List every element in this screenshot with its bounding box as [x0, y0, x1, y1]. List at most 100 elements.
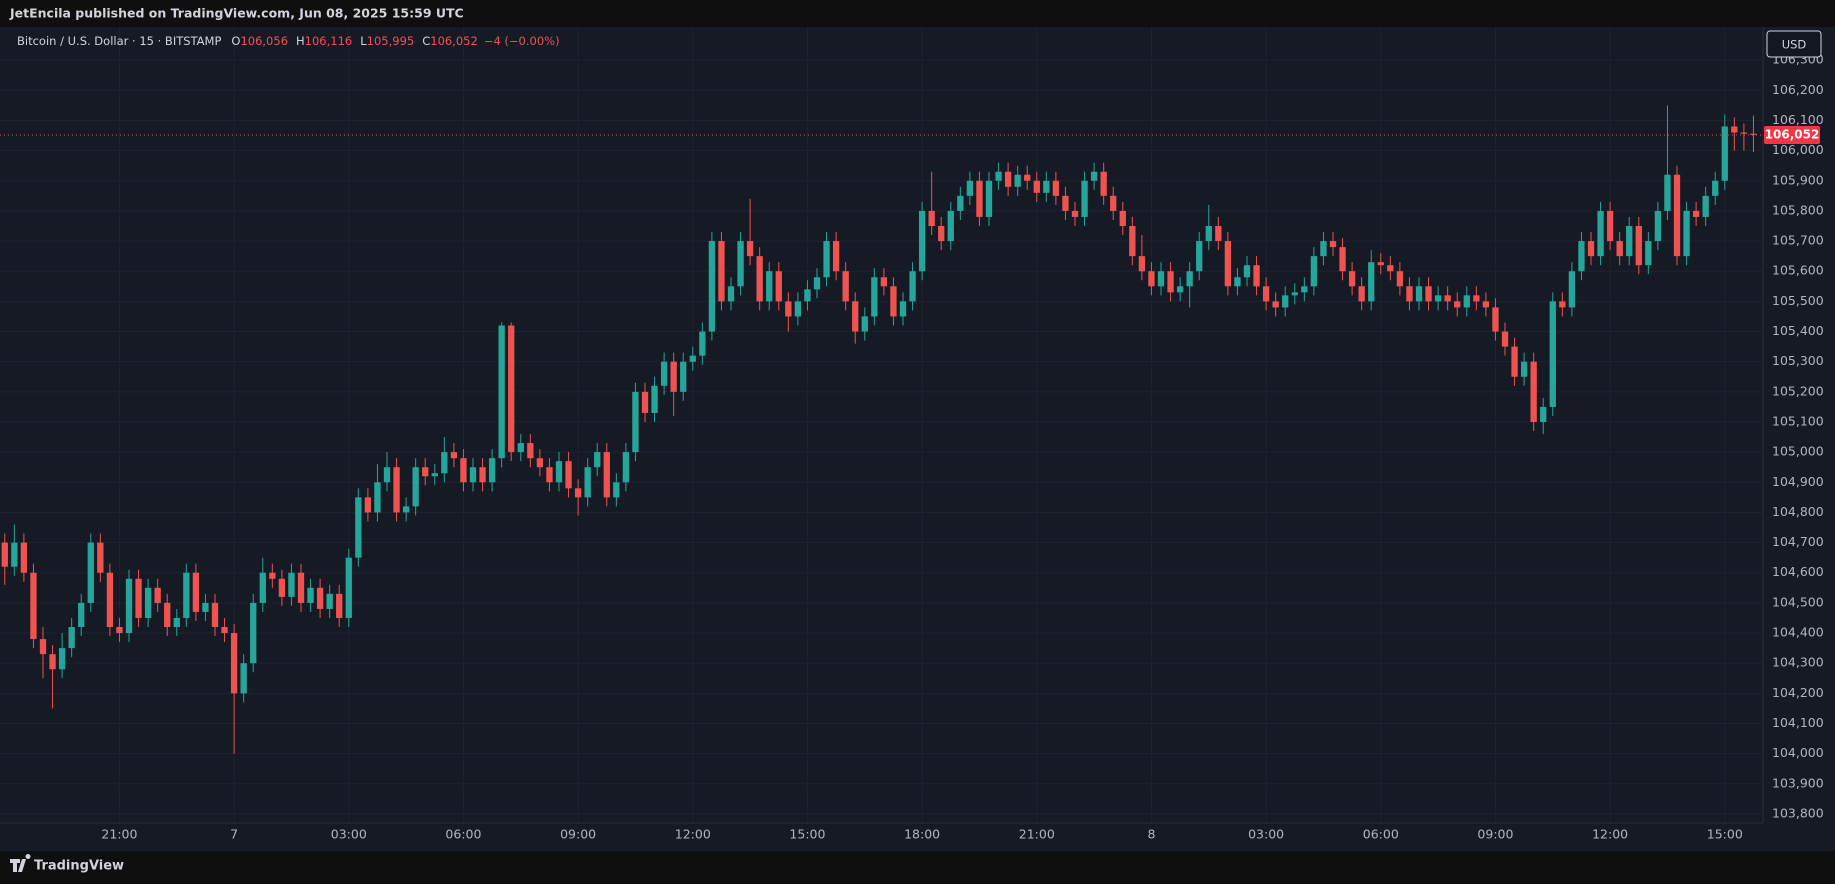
candle-body	[1587, 241, 1595, 257]
candle-body	[680, 361, 687, 392]
x-tick-label: 15:00	[789, 827, 825, 842]
candle-body	[1272, 301, 1279, 308]
candle-body	[1406, 286, 1413, 302]
candle-body	[1425, 286, 1432, 302]
legend-line: Bitcoin / U.S. Dollar · 15 · BITSTAMP O10…	[17, 34, 560, 48]
candle-body	[670, 361, 677, 392]
y-tick-label: 105,800	[1772, 202, 1824, 217]
candle-body	[135, 578, 142, 618]
candle-body	[68, 627, 75, 649]
x-tick-label: 06:00	[445, 827, 481, 842]
candle-body	[641, 391, 649, 413]
y-tick-label: 104,700	[1772, 534, 1824, 549]
candle-body	[852, 301, 859, 332]
currency-button[interactable]	[1766, 30, 1822, 58]
candle-body	[651, 385, 658, 413]
candle-body	[1683, 210, 1690, 257]
candle-body	[498, 325, 505, 459]
candle-body	[622, 452, 630, 483]
candle-body	[250, 602, 257, 664]
candle-body	[785, 301, 792, 317]
legend-key: O	[231, 34, 240, 48]
candle-body	[1196, 241, 1203, 272]
candle-body	[1110, 195, 1117, 211]
candle-body	[1473, 295, 1480, 302]
candle-body	[164, 602, 171, 628]
candle-body	[1138, 256, 1146, 272]
candle-body	[1129, 226, 1136, 257]
candle-body	[632, 391, 639, 453]
y-tick-label: 104,300	[1772, 655, 1824, 670]
candle-body	[1377, 262, 1384, 266]
candle-body	[804, 289, 811, 302]
x-tick-label: 8	[1147, 827, 1155, 842]
candle-body	[288, 572, 295, 597]
candle-body	[546, 467, 553, 483]
candle-body	[269, 572, 276, 579]
candle-body	[1664, 174, 1671, 211]
candle-body	[1043, 180, 1050, 193]
candle-body	[1148, 271, 1155, 287]
candle-body	[221, 627, 228, 634]
candle-body	[918, 210, 926, 272]
x-tick-label: 21:00	[101, 827, 137, 842]
x-tick-label: 12:00	[1592, 827, 1628, 842]
y-tick-label: 105,200	[1772, 383, 1824, 398]
candle-body	[928, 210, 935, 226]
candle-body	[1291, 292, 1298, 296]
tradingview-logo	[10, 854, 31, 872]
candle-body	[297, 572, 305, 603]
candle-body	[1320, 241, 1327, 257]
candle-body	[842, 271, 849, 302]
candle-body	[603, 452, 610, 498]
candle-body	[374, 482, 381, 513]
candle-body	[1520, 361, 1528, 377]
axes: 103,800 103,900 104,000 104,100 104,200 104,3…	[101, 52, 1823, 842]
candle-body	[584, 467, 591, 498]
candle-body	[173, 617, 180, 628]
candle-body	[689, 355, 696, 362]
candle-body	[1444, 295, 1451, 302]
grid	[0, 27, 1763, 823]
candle-body	[737, 241, 744, 287]
y-tick-label: 104,100	[1772, 715, 1824, 730]
candle-body	[1176, 286, 1184, 293]
x-tick-label: 03:00	[331, 827, 367, 842]
candle-body	[938, 226, 945, 242]
candle-body	[536, 458, 544, 468]
candle-body	[1492, 307, 1499, 332]
legend-key: C	[422, 34, 430, 48]
y-tick-label: 105,500	[1772, 293, 1824, 308]
candle-body	[1540, 406, 1547, 422]
candle-body	[1501, 331, 1509, 347]
candle-body	[345, 557, 352, 618]
candle-body	[422, 467, 429, 477]
candle-body	[947, 210, 954, 242]
candle-body	[1081, 180, 1088, 217]
candle-body	[402, 506, 410, 513]
y-tick-label: 104,600	[1772, 564, 1824, 579]
candle-body	[1530, 361, 1537, 422]
y-tick-label: 105,100	[1772, 413, 1824, 428]
candle-body	[469, 467, 477, 483]
candle-body	[1721, 126, 1728, 181]
candle-body	[766, 271, 773, 302]
candle-body	[441, 452, 448, 474]
legend-key: H	[296, 34, 305, 48]
candle-body	[880, 277, 888, 287]
candle-body	[58, 648, 66, 670]
currency-label[interactable]: USD	[1782, 38, 1807, 52]
candle-body	[813, 277, 821, 290]
candle-body	[1119, 210, 1126, 226]
candle-body	[1606, 210, 1614, 242]
publisher-line: JetEncila published on TradingView.com, …	[9, 6, 464, 21]
candle-body	[393, 467, 400, 513]
candle-body	[1358, 286, 1365, 302]
x-tick-label: 03:00	[1248, 827, 1284, 842]
candle-body	[1167, 271, 1174, 293]
x-tick-label: 15:00	[1707, 827, 1743, 842]
y-tick-label: 105,400	[1772, 323, 1824, 338]
candle-body	[1024, 174, 1031, 181]
legend-key: L	[360, 34, 367, 48]
